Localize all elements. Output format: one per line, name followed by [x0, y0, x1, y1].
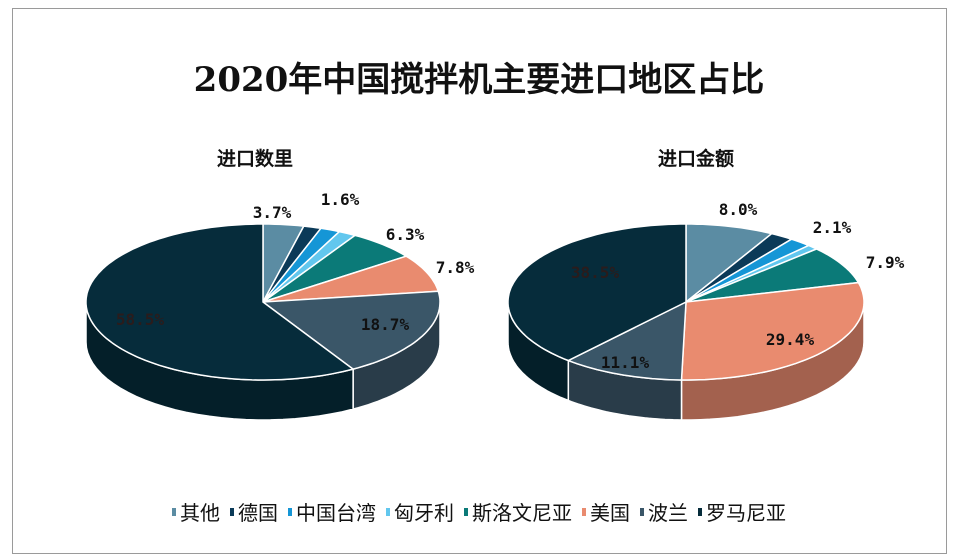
legend-swatch [582, 507, 586, 516]
legend-label: 中国台湾 [296, 501, 376, 525]
legend-label: 匈牙利 [394, 501, 454, 525]
legend-item: 中国台湾 [288, 497, 376, 526]
pie-slice-美国 [262, 255, 440, 303]
data-label: 7.9% [866, 253, 905, 272]
data-label: 11.1% [601, 353, 650, 372]
legend-label: 德国 [238, 501, 278, 525]
legend-swatch [640, 507, 644, 516]
data-label: 1.6% [321, 190, 360, 209]
data-label: 8.0% [719, 200, 758, 219]
data-label: 58.5% [116, 310, 165, 329]
legend-label: 罗马尼亚 [706, 501, 786, 525]
legend-label: 其他 [180, 501, 220, 525]
pie-slice-其他 [685, 223, 774, 304]
legend-item: 罗马尼亚 [698, 497, 786, 526]
legend-item: 美国 [582, 497, 630, 526]
legend-label: 美国 [590, 501, 630, 525]
pie-slice-斯洛文尼亚 [685, 248, 860, 303]
legend-item: 匈牙利 [386, 497, 454, 526]
legend-swatch [698, 507, 702, 516]
legend: 其他 德国 中国台湾 匈牙利 斯洛文尼亚 美国 波兰 罗马尼亚 [0, 497, 958, 526]
data-label: 38.5% [571, 263, 620, 282]
legend-item: 波兰 [640, 497, 688, 526]
data-label: 2.1% [813, 218, 852, 237]
data-label: 7.8% [436, 258, 475, 277]
legend-swatch [288, 507, 292, 516]
data-label: 6.3% [386, 225, 425, 244]
data-label: 18.7% [361, 315, 410, 334]
legend-swatch [386, 507, 390, 516]
pie-slice-罗马尼亚 [85, 223, 355, 381]
pie-slice-罗马尼亚 [507, 223, 687, 362]
pie-slice-波兰 [566, 300, 687, 381]
legend-swatch [172, 507, 176, 516]
legend-label: 波兰 [648, 501, 688, 525]
pie-slice-美国 [680, 281, 865, 381]
legend-item: 斯洛文尼亚 [464, 497, 572, 526]
legend-item: 其他 [172, 497, 220, 526]
pie-chart-2: 进口金额 8.0% 2.1% 7.9% 29.4% 11.1% 38.5% [507, 147, 905, 421]
data-label: 3.7% [253, 203, 292, 222]
pie-title: 进口金额 [658, 147, 734, 170]
pie-title: 进口数里 [217, 147, 293, 170]
legend-label: 斯洛文尼亚 [472, 501, 572, 525]
legend-swatch [464, 507, 468, 516]
pie-slice-斯洛文尼亚 [262, 234, 409, 303]
legend-swatch [230, 507, 234, 516]
data-label: 29.4% [766, 330, 815, 349]
chart-frame [12, 8, 947, 554]
pie-slice-波兰 [260, 290, 441, 370]
pie-chart-1: 进口数里 3.7% 1.6% 6.3% 7.8% 18.7% 58.5% [85, 147, 475, 421]
legend-item: 德国 [230, 497, 278, 526]
chart-title: 2020年中国搅拌机主要进口地区占比 [193, 60, 765, 100]
